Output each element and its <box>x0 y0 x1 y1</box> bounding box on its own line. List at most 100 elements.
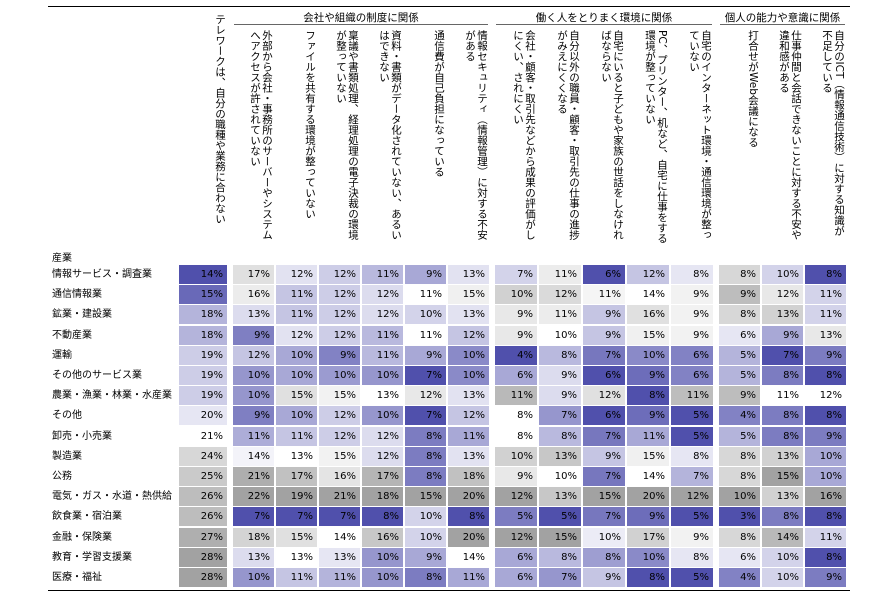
cell-label: 14% <box>642 289 665 301</box>
cell-label: 8% <box>605 551 621 563</box>
cell-label: 10% <box>419 309 442 321</box>
cell: 10% <box>495 446 537 466</box>
cell-label: 9% <box>517 471 533 482</box>
cell: 15% <box>276 527 317 547</box>
cell-label: 13% <box>247 551 270 563</box>
bottom-rule <box>48 590 850 591</box>
cell: 14% <box>179 265 227 284</box>
cell-label: 8% <box>740 309 756 321</box>
cell: 8% <box>805 507 846 527</box>
cell-label: 24% <box>200 450 223 462</box>
cell: 11% <box>805 285 846 305</box>
cell-label: 7% <box>340 511 356 523</box>
cell-label: 9% <box>605 450 621 462</box>
cell: 26% <box>179 487 227 507</box>
cell: 15% <box>405 487 446 507</box>
cell: 6% <box>671 345 713 365</box>
cell-label: 7% <box>517 269 533 280</box>
cell: 9% <box>583 305 625 325</box>
cell: 15% <box>448 285 489 305</box>
cell-label: 8% <box>783 430 799 442</box>
cell: 11% <box>448 426 489 446</box>
cell-label: 17% <box>290 471 313 482</box>
row-label: 医療・福祉 <box>52 572 102 583</box>
cell-label: 21% <box>200 430 223 442</box>
cell: 12% <box>362 426 403 446</box>
row-label: その他 <box>52 410 82 422</box>
cell: 12% <box>319 406 360 426</box>
cell-label: 12% <box>333 289 356 301</box>
cell-label: 6% <box>605 410 621 422</box>
cell: 8% <box>539 426 581 446</box>
cell-label: 8% <box>561 430 577 442</box>
cell-label: 9% <box>254 410 270 422</box>
cell-label: 10% <box>290 349 313 361</box>
cell: 9% <box>627 366 669 385</box>
cell-label: 11% <box>247 430 270 442</box>
cell: 8% <box>583 547 625 567</box>
cell: 8% <box>762 426 803 446</box>
column-header: 会社・顧客・取引先などから成果の評価がしにくい、されにくい <box>512 30 536 240</box>
row-label: 卸売・小売業 <box>52 430 112 442</box>
cell: 22% <box>233 487 274 507</box>
cell: 15% <box>762 467 803 486</box>
cell: 5% <box>719 426 760 446</box>
cell-label: 6% <box>517 572 533 583</box>
cell: 15% <box>539 527 581 547</box>
cell-label: 16% <box>819 491 842 503</box>
cell-label: 5% <box>693 430 709 442</box>
cell: 14% <box>448 547 489 567</box>
cell-label: 10% <box>554 471 577 482</box>
cell: 7% <box>319 507 360 527</box>
cell: 12% <box>362 305 403 325</box>
cell-label: 17% <box>376 471 399 482</box>
cell: 11% <box>671 386 713 406</box>
cell: 8% <box>495 426 537 446</box>
cell: 9% <box>319 345 360 365</box>
cell-label: 9% <box>561 390 577 402</box>
cell: 8% <box>627 568 669 587</box>
cell: 9% <box>405 265 446 284</box>
cell-label: 4% <box>740 572 756 583</box>
cell: 13% <box>276 547 317 567</box>
cell: 12% <box>362 285 403 305</box>
cell: 10% <box>276 345 317 365</box>
cell-label: 15% <box>290 531 313 543</box>
row-label: 電気・ガス・水道・熱供給 <box>52 491 172 503</box>
cell: 13% <box>319 547 360 567</box>
cell: 12% <box>405 386 446 406</box>
cell: 6% <box>583 406 625 426</box>
cell-label: 7% <box>605 349 621 361</box>
cell-label: 8% <box>517 410 533 422</box>
cell: 10% <box>762 265 803 284</box>
cell-label: 26% <box>200 491 223 503</box>
group-label: 働く人をとりまく環境に関係 <box>535 12 673 24</box>
cell: 10% <box>627 547 669 567</box>
cell: 12% <box>362 446 403 466</box>
cell-label: 12% <box>333 269 356 280</box>
cell-label: 13% <box>290 450 313 462</box>
cell: 15% <box>179 285 227 305</box>
cell: 9% <box>405 345 446 365</box>
cell-label: 21% <box>247 471 270 482</box>
cell-label: 10% <box>333 370 356 381</box>
cell: 7% <box>762 345 803 365</box>
cell: 8% <box>762 507 803 527</box>
cell: 19% <box>179 366 227 385</box>
row-label: 金融・保険業 <box>52 531 112 543</box>
cell-label: 8% <box>783 511 799 523</box>
cell-label: 12% <box>333 430 356 442</box>
cell: 27% <box>179 527 227 547</box>
cell: 15% <box>627 325 669 345</box>
top-rule <box>48 6 850 7</box>
cell-label: 11% <box>462 430 485 442</box>
cell-label: 8% <box>740 531 756 543</box>
cell-label: 22% <box>247 491 270 503</box>
cell: 8% <box>719 527 760 547</box>
cell-label: 10% <box>247 390 270 402</box>
row-header: 産業 <box>52 253 72 264</box>
cell: 11% <box>362 325 403 345</box>
cell-label: 9% <box>693 329 709 341</box>
cell-label: 10% <box>462 349 485 361</box>
cell: 8% <box>405 426 446 446</box>
